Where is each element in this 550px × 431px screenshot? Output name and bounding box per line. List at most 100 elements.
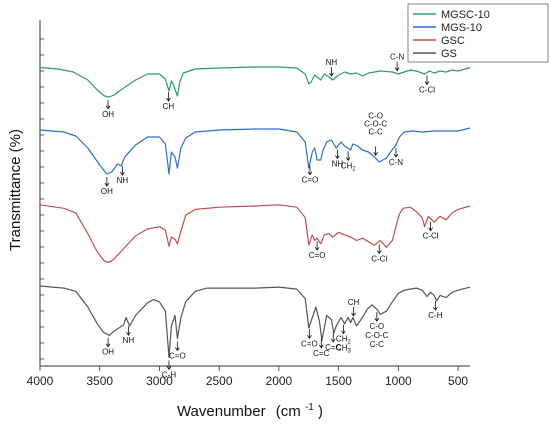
annotation-arrowhead [104,182,110,187]
annotation-label: C-Cl [371,254,387,263]
annotation-label: CH2 [341,161,357,172]
annotation: C-H [428,301,443,320]
annotation-arrowhead [393,153,399,158]
annotation-label: C=C [313,349,329,358]
annotation-label: OH [102,348,114,357]
annotation: C-C [369,127,383,136]
x-axis-title-unit-sup: -1 [305,402,314,413]
annotation: C-Cl [423,221,439,241]
annotation: CH [348,298,360,317]
annotation-arrowhead [166,97,171,102]
x-tick-label: 3000 [146,374,173,388]
annotation-arrowhead [105,105,111,110]
annotation-label: C-Cl [419,86,435,95]
series-line-mgs-10 [39,127,471,175]
annotation: C=O [302,165,319,185]
x-axis-title-unit: (cm [276,403,301,420]
x-axis-ticks: 4000 3500 3000 2500 2000 1500 1000 500 [27,366,468,388]
legend-label: GSC [441,35,465,47]
annotation: C=C [325,332,342,352]
annotation: OH [101,177,113,196]
y-axis-title: Transmittance (%) [7,129,24,251]
annotation: C=C [313,338,330,358]
annotation-label: NH [326,58,338,67]
annotation-arrowhead [307,335,312,339]
annotation-label: NH [117,176,129,185]
annotation-label: CH [163,102,175,111]
x-axis-title: Wavenumber (cm -1 ) [177,397,323,420]
x-tick-label: 3500 [86,374,113,388]
annotation: NH [332,149,343,169]
annotation: C-O-C [364,119,387,128]
legend-label: MGS-10 [441,22,482,34]
series-line-gs [39,285,471,358]
annotation-label: CH2 [336,335,352,346]
annotation-label: C-N [390,53,404,62]
annotation-label: C=O [302,176,319,185]
x-tick-label: 4000 [27,374,54,388]
annotation-arrowhead [126,331,131,336]
series-layer [39,66,471,358]
annotation: C-O [368,111,383,156]
annotation: OH [102,99,114,119]
x-tick-label: 2500 [206,374,233,388]
annotation-arrowhead [341,330,346,335]
annotation: C=O [301,329,318,348]
annotation-label: C-O-C [365,331,388,340]
annotation-arrowhead [318,344,324,349]
annotation-label: C=C [325,343,341,352]
y-axis-ticks [40,38,44,360]
annotation-label: C-Cl [423,232,439,241]
x-tick-label: 1000 [385,374,412,388]
annotation: C-N [390,53,404,72]
annotation-label: C-O [369,322,384,331]
annotation-label: C-H [162,370,176,379]
x-tick-label: 2000 [266,374,293,388]
annotation: C-C [370,340,384,349]
annotation-label: C-O [368,111,383,120]
x-tick-label: 500 [448,374,468,388]
annotation: C-O [369,312,384,331]
annotation-arrowhead [394,67,400,72]
annotation-arrowhead [166,366,172,371]
annotation: CH [163,92,175,111]
annotation-label: NH [123,336,135,345]
annotation-arrowhead [374,317,380,322]
annotation-label: CH3 [336,344,352,355]
annotation-arrowhead [329,72,334,77]
annotation: C-Cl [371,244,387,263]
annotation-label: C-O-C [364,119,387,128]
annotation-label: OH [102,110,114,119]
annotation-arrowhead [351,312,356,317]
annotation: C-Cl [419,75,435,95]
annotation-label: C-N [389,158,403,167]
annotation-arrowhead [330,338,336,343]
annotation: CH2 [336,324,352,346]
annotation-label: OH [101,187,113,196]
annotation-label: C-C [369,127,383,136]
annotation-arrowhead [373,152,378,156]
legend-label: MGSC-10 [441,9,490,21]
annotation: NH [123,326,135,345]
annotation: OH [102,337,114,357]
annotation-arrowhead [376,250,382,255]
x-tick-label: 1500 [325,374,352,388]
annotation: NH [326,58,338,77]
annotation-label: C-C [370,340,384,349]
annotation-label: C=O [309,251,326,260]
annotation: C-H [162,360,176,379]
annotation: C=O [169,341,186,361]
annotation: CH3 [336,344,352,355]
annotation-arrowhead [175,347,180,352]
annotation: C-O-C [365,331,388,340]
annotation-label: C=O [169,352,186,361]
annotation-arrowhead [307,171,313,176]
annotation-arrowhead [433,306,438,311]
x-axis-title-text: Wavenumber [177,403,266,420]
annotation-label: CH [348,298,360,307]
legend-label: GS [441,48,457,60]
annotation-label: C=O [301,339,318,348]
